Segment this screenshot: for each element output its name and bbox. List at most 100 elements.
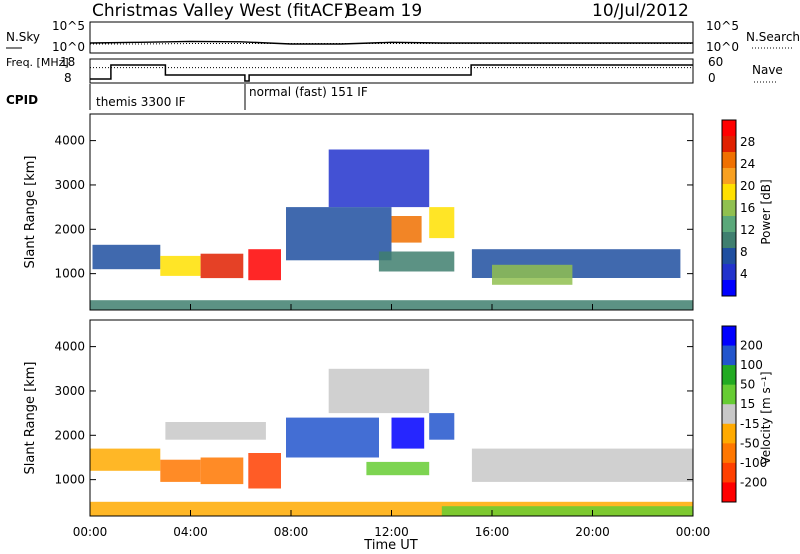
heatmap-region xyxy=(429,207,455,239)
heatmap-region xyxy=(328,368,430,414)
power-colorbar-swatch xyxy=(722,120,736,137)
velocity-y-axis-label: Slant Range [km] xyxy=(23,362,38,475)
frequency-tick-top: 18 xyxy=(60,55,75,69)
velocity-colorbar-label: Velocity [m s⁻¹] xyxy=(759,371,773,464)
power-colorbar-tick: 12 xyxy=(740,223,755,237)
power-colorbar-frame xyxy=(721,119,737,297)
power-colorbar-swatch xyxy=(722,136,736,153)
frequency-left-label: Freq. [MHz] xyxy=(6,56,69,69)
noise-left-tick-bottom: 10^0 xyxy=(52,40,85,54)
velocity-colorbar-swatch xyxy=(722,365,736,386)
velocity-colorbar-tick: -15 xyxy=(740,417,760,431)
velocity-colorbar-tick: -50 xyxy=(740,436,760,450)
heatmap-region xyxy=(391,417,425,449)
cpid-mode-1: themis 3300 IF xyxy=(96,95,186,109)
nave-tick-bottom: 0 xyxy=(708,71,716,85)
x-axis-label: Time UT xyxy=(363,538,417,553)
heatmap-region xyxy=(90,448,161,471)
heatmap-region xyxy=(160,459,201,482)
noise-right-label: N.Search xyxy=(746,30,800,44)
power-ytick-label: 3000 xyxy=(54,178,85,192)
xtick-label: 12:00 xyxy=(374,525,409,539)
velocity-ytick-label: 3000 xyxy=(54,384,85,398)
power-colorbar-swatch xyxy=(722,248,736,265)
power-colorbar-tick: 16 xyxy=(740,201,755,215)
velocity-colorbar-tick: -200 xyxy=(740,475,767,489)
velocity-colorbar-swatch xyxy=(722,326,736,347)
power-colorbar-tick: 8 xyxy=(740,245,748,259)
velocity-colorbar-tick: 50 xyxy=(740,378,755,392)
power-colorbar-swatch xyxy=(722,216,736,233)
cpid-label: CPID xyxy=(6,93,38,107)
power-colorbar-swatch xyxy=(722,184,736,201)
power-colorbar-tick: 20 xyxy=(740,179,755,193)
heatmap-region xyxy=(248,249,281,281)
heatmap-region xyxy=(391,216,422,243)
power-ytick-label: 4000 xyxy=(54,134,85,148)
velocity-colorbar-swatch xyxy=(722,384,736,405)
noise-frame xyxy=(89,21,694,54)
heatmap-region xyxy=(200,457,244,485)
heatmap-region xyxy=(471,448,693,482)
heatmap-region xyxy=(160,255,201,276)
heatmap-region xyxy=(328,149,430,208)
cpid-row: CPID themis 3300 IF normal (fast) 151 IF xyxy=(6,84,368,110)
xtick-label: 16:00 xyxy=(475,525,510,539)
power-colorbar-swatch xyxy=(722,152,736,169)
velocity-colorbar-swatch xyxy=(722,345,736,366)
velocity-colorbar-swatch xyxy=(722,462,736,483)
power-colorbar-tick: 24 xyxy=(740,157,755,171)
velocity-colorbar-swatch xyxy=(722,423,736,444)
velocity-colorbar-tick: 100 xyxy=(740,358,763,372)
frequency-panel: Freq. [MHz] 18 8 60 0 Nave xyxy=(6,55,783,85)
power-heatmap-cells xyxy=(90,149,693,310)
heatmap-region xyxy=(92,244,161,270)
noise-series-sky xyxy=(89,40,693,45)
velocity-ytick-label: 4000 xyxy=(54,340,85,354)
noise-left-tick-top: 10^5 xyxy=(52,19,85,33)
velocity-colorbar-tick: 15 xyxy=(740,397,755,411)
heatmap-region xyxy=(286,207,392,261)
power-colorbar-swatch xyxy=(722,232,736,249)
power-colorbar-swatch xyxy=(722,280,736,297)
noise-panel: N.Sky 10^5 10^0 10^5 10^0 N.Search xyxy=(6,19,800,54)
heatmap-region xyxy=(492,264,573,285)
xtick-label: 00:00 xyxy=(73,525,108,539)
velocity-colorbar-frame xyxy=(721,325,737,503)
heatmap-region xyxy=(286,417,379,458)
heatmap-region xyxy=(248,453,281,489)
noise-right-tick-bottom: 10^0 xyxy=(706,40,739,54)
heatmap-region xyxy=(378,251,455,272)
power-colorbar-swatch xyxy=(722,200,736,217)
heatmap-region xyxy=(441,506,694,516)
xtick-label: 04:00 xyxy=(173,525,208,539)
velocity-colorbar-tick: 200 xyxy=(740,339,763,353)
velocity-colorbar-swatch xyxy=(722,443,736,464)
power-colorbar-tick: 28 xyxy=(740,135,755,149)
velocity-colorbar-tick: -100 xyxy=(740,456,767,470)
xtick-label: 00:00 xyxy=(676,525,711,539)
power-colorbar-label: Power [dB] xyxy=(759,179,773,244)
power-colorbar-swatch xyxy=(722,168,736,185)
cpid-mode-2: normal (fast) 151 IF xyxy=(249,85,368,99)
power-colorbar-tick: 4 xyxy=(740,267,748,281)
velocity-ytick-label: 1000 xyxy=(54,473,85,487)
frequency-frame xyxy=(89,58,694,84)
power-y-axis-label: Slant Range [km] xyxy=(23,156,38,269)
frequency-tick-bottom: 8 xyxy=(64,71,72,85)
velocity-ytick-label: 2000 xyxy=(54,428,85,442)
heatmap-region xyxy=(366,461,430,476)
power-ytick-label: 2000 xyxy=(54,222,85,236)
frequency-line xyxy=(90,64,693,82)
heatmap-region xyxy=(429,413,455,440)
heatmap-region xyxy=(200,253,244,279)
power-panel: 4000 3000 2000 1000 Slant Range [km] 28 24 20… xyxy=(23,113,773,311)
beam-label: Beam 19 xyxy=(346,1,422,21)
velocity-colorbar-swatch xyxy=(722,404,736,425)
station-title: Christmas Valley West (fitACF) xyxy=(92,1,350,21)
xtick-label: 08:00 xyxy=(274,525,309,539)
noise-left-label: N.Sky xyxy=(6,30,40,44)
power-ytick-label: 1000 xyxy=(54,267,85,281)
xtick-label: 20:00 xyxy=(575,525,610,539)
